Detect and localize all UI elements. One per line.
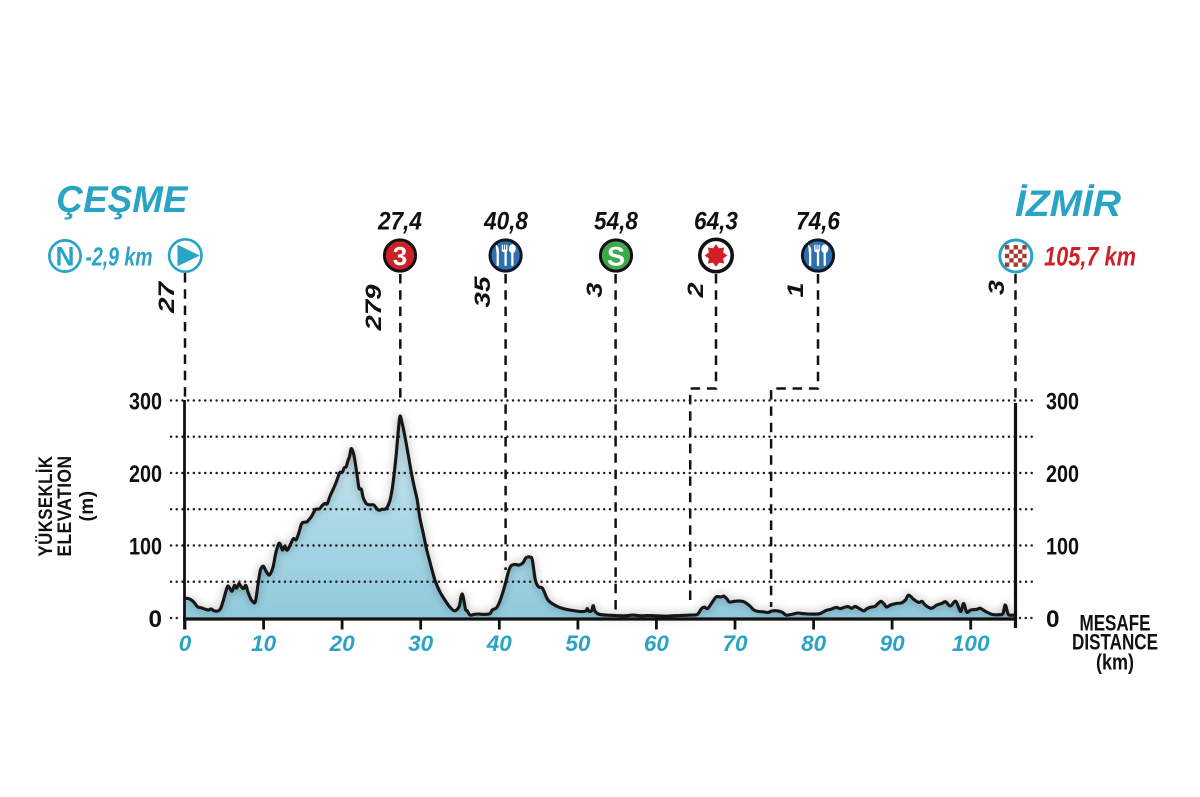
svg-text:200: 200: [129, 461, 162, 488]
svg-text:300: 300: [1046, 389, 1079, 416]
svg-text:27,4: 27,4: [377, 208, 422, 236]
svg-text:100: 100: [952, 631, 990, 656]
svg-text:80: 80: [801, 631, 827, 656]
svg-text:279: 279: [361, 284, 386, 332]
svg-text:64,3: 64,3: [694, 208, 738, 236]
svg-text:0: 0: [149, 606, 163, 633]
svg-text:90: 90: [880, 631, 906, 656]
svg-text:300: 300: [129, 389, 162, 416]
svg-text:40: 40: [486, 631, 513, 656]
svg-text:YÜKSEKLİK: YÜKSEKLİK: [36, 456, 57, 557]
svg-text:3: 3: [984, 280, 1009, 295]
svg-text:105,7 km: 105,7 km: [1044, 242, 1136, 272]
svg-text:10: 10: [251, 631, 277, 656]
svg-text:(km): (km): [1096, 650, 1134, 675]
svg-text:40,8: 40,8: [483, 208, 528, 236]
svg-text:-2,9 km: -2,9 km: [86, 242, 153, 272]
svg-text:2: 2: [683, 282, 708, 299]
svg-text:ÇEŞME: ÇEŞME: [57, 179, 189, 220]
svg-text:60: 60: [644, 631, 670, 656]
svg-text:0: 0: [179, 631, 192, 656]
svg-text:MESAFE: MESAFE: [1080, 611, 1151, 636]
svg-text:200: 200: [1046, 461, 1079, 488]
svg-text:20: 20: [329, 631, 356, 656]
svg-text:54,8: 54,8: [594, 208, 638, 236]
svg-text:35: 35: [470, 276, 495, 308]
svg-text:3: 3: [393, 241, 407, 271]
svg-text:0: 0: [1046, 606, 1060, 633]
svg-text:74,6: 74,6: [796, 208, 841, 236]
svg-text:100: 100: [129, 534, 162, 561]
svg-text:N: N: [56, 242, 75, 272]
svg-text:100: 100: [1046, 534, 1079, 561]
svg-text:50: 50: [565, 631, 591, 656]
svg-text:ELEVATION: ELEVATION: [55, 456, 76, 557]
svg-text:(m): (m): [77, 490, 98, 521]
svg-text:İZMİR: İZMİR: [1015, 183, 1121, 224]
svg-text:70: 70: [722, 631, 748, 656]
svg-text:30: 30: [408, 631, 434, 656]
svg-text:DISTANCE: DISTANCE: [1072, 630, 1158, 655]
svg-text:3: 3: [582, 283, 607, 298]
svg-text:1: 1: [783, 283, 808, 298]
svg-text:27: 27: [154, 280, 179, 314]
svg-text:S: S: [607, 242, 625, 272]
